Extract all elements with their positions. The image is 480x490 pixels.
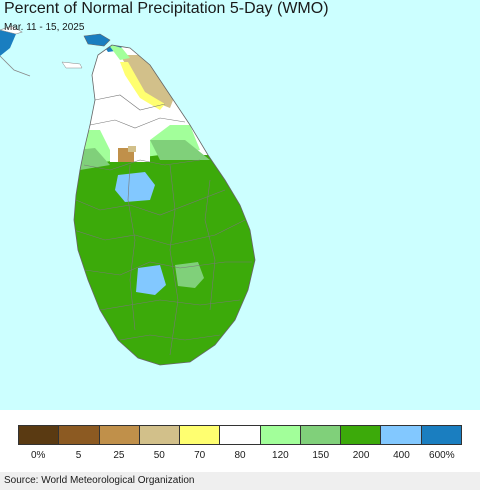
- india-mainland: [0, 30, 16, 56]
- legend-swatch: [381, 426, 422, 444]
- legend-swatch: [260, 426, 301, 444]
- legend-swatch: [220, 426, 261, 444]
- source-footer: Source: World Meteorological Organizatio…: [0, 472, 480, 490]
- map-panel: Percent of Normal Precipitation 5-Day (W…: [0, 0, 480, 410]
- district-boundaries: [74, 94, 252, 356]
- legend-swatch: [19, 426, 60, 444]
- legend-label: 200: [352, 450, 370, 461]
- region-tan-northeast: [120, 55, 175, 108]
- mannar-island: [61, 61, 83, 69]
- legend-swatch: [300, 426, 342, 444]
- legend-label: 400: [393, 450, 410, 461]
- legend-label: 600%: [429, 450, 455, 461]
- legend-swatch: [421, 426, 461, 444]
- legend-label: 50: [153, 450, 165, 461]
- legend-swatch: [341, 426, 382, 444]
- legend-labels: 0% 5 25 50 70 80 120 150 200 400 600%: [18, 450, 462, 464]
- india-coast: [0, 55, 31, 77]
- legend-label: 150: [312, 450, 330, 461]
- region-tan-spot-light: [128, 146, 136, 152]
- legend-label: 5: [75, 450, 82, 461]
- india-mainland-north: [0, 25, 23, 35]
- legend-label: 120: [272, 450, 289, 461]
- legend-label: 70: [194, 450, 206, 461]
- legend-swatch: [99, 426, 140, 444]
- precipitation-map: [0, 0, 480, 410]
- legend-swatch: [59, 426, 100, 444]
- legend-label: 0%: [30, 450, 46, 461]
- region-blue-central: [115, 172, 155, 202]
- source-text: Source: World Meteorological Organizatio…: [4, 475, 195, 486]
- legend-label: 25: [113, 450, 125, 461]
- map-title: Percent of Normal Precipitation 5-Day (W…: [4, 0, 329, 17]
- region-midgreen-east: [150, 140, 210, 160]
- legend-swatch: [180, 426, 221, 444]
- legend-color-bar: [18, 425, 462, 445]
- region-yellow-strip: [120, 62, 165, 110]
- northern-islands: [83, 33, 111, 47]
- legend-swatch: [139, 426, 181, 444]
- region-midgreen-south: [175, 262, 204, 288]
- region-midgreen-band: [76, 148, 110, 170]
- region-lightgreen-tip: [108, 45, 130, 60]
- legend-label: 80: [234, 450, 246, 461]
- region-blue-south: [136, 265, 166, 295]
- sri-lanka-outline: [73, 44, 256, 366]
- map-date-range: Mar. 11 - 15, 2025: [4, 22, 85, 33]
